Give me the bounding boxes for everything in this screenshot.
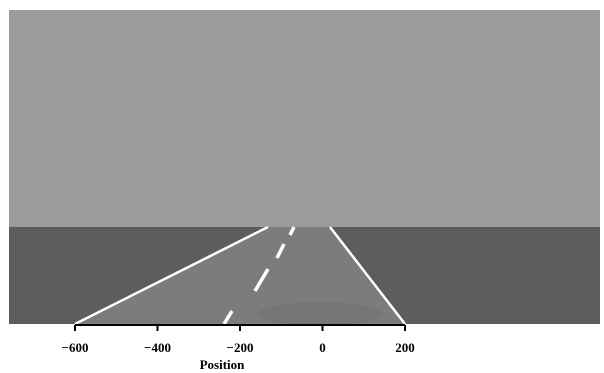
road-shadow — [258, 302, 382, 326]
road-surface — [75, 227, 405, 324]
axis-tick-label: 0 — [319, 340, 326, 355]
axis-title: Position — [200, 357, 246, 372]
center-lane-dash-3 — [253, 268, 270, 292]
position-axis: −600 −400 −200 0 200 — [62, 324, 415, 355]
sky — [9, 10, 600, 227]
axis-tick-label: 200 — [395, 340, 415, 355]
axis-tick-label: −400 — [144, 340, 171, 355]
center-lane-dash-1 — [288, 226, 296, 236]
center-lane-dash-4 — [222, 310, 234, 325]
center-lane-dash-2 — [275, 243, 286, 259]
axis-tick-label: −200 — [227, 340, 254, 355]
axis-tick-label: −600 — [62, 340, 89, 355]
left-road-edge-line — [74, 225, 269, 326]
right-road-edge-line — [329, 226, 406, 325]
